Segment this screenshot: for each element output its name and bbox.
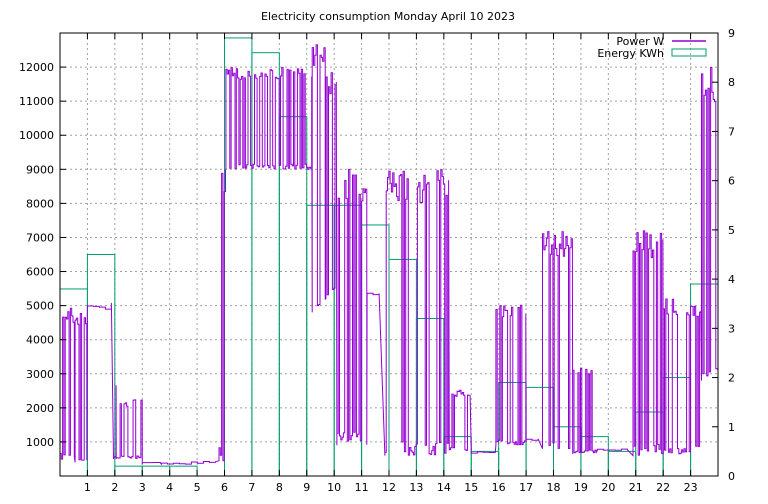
y-right-tick-label: 1 [728,421,735,434]
x-tick-label: 18 [547,481,561,494]
y-left-tick-label: 7000 [26,231,54,244]
power-series [59,44,718,466]
x-tick-label: 23 [684,481,698,494]
energy-bar [86,254,116,477]
x-tick-label: 2 [111,481,118,494]
energy-bar [278,116,308,477]
x-tick-label: 6 [221,481,228,494]
x-tick-label: 22 [656,481,670,494]
energy-bar [580,436,609,477]
y-left-tick-label: 4000 [26,334,54,347]
y-left-tick-label: 8000 [26,197,54,210]
x-tick-label: 1 [84,481,91,494]
y-right-tick-label: 7 [728,125,735,138]
y-right-tick-label: 0 [728,470,735,483]
x-tick-label: 19 [574,481,588,494]
energy-bar [141,465,171,477]
y-right-tick-label: 6 [728,175,735,188]
x-tick-label: 20 [601,481,615,494]
y-left-tick-label: 9000 [26,163,54,176]
x-tick-label: 21 [629,481,643,494]
x-tick-label: 3 [139,481,146,494]
x-tick-label: 5 [194,481,201,494]
legend-label-power: Power W [616,35,664,48]
y-left-tick-label: 2000 [26,402,54,415]
y-right-tick-label: 9 [728,27,735,40]
x-tick-label: 16 [492,481,506,494]
y-left-tick-label: 5000 [26,300,54,313]
energy-bar [169,465,198,477]
y-left-tick-label: 11000 [19,95,54,108]
energy-bar [361,224,390,477]
x-tick-label: 7 [248,481,255,494]
energy-bar [114,465,143,477]
legend-label-energy: Energy KWh [597,47,664,60]
x-tick-label: 17 [519,481,533,494]
x-tick-label: 12 [382,481,396,494]
chart-title: Electricity consumption Monday April 10 … [261,10,515,23]
x-tick-label: 14 [437,481,451,494]
energy-bar [607,450,637,477]
tick-layer: 1 2 3 4 5 6 7 8 9 10 11 12 13 14 15 16 17 18 19 20 21 22 23100… [19,27,735,494]
y-right-tick-label: 5 [728,224,735,237]
y-left-tick-label: 3000 [26,368,54,381]
y-right-tick-label: 2 [728,372,735,385]
x-tick-label: 4 [166,481,173,494]
power-line [59,44,718,466]
legend-swatch-energy [671,48,707,57]
y-left-tick-label: 6000 [26,266,54,279]
y-left-tick-label: 10000 [19,129,54,142]
x-tick-label: 15 [464,481,478,494]
x-tick-label: 9 [303,481,310,494]
x-tick-label: 10 [327,481,341,494]
y-right-tick-label: 3 [728,322,735,335]
y-left-tick-label: 1000 [26,436,54,449]
x-tick-label: 8 [276,481,283,494]
x-tick-label: 11 [355,481,369,494]
y-left-tick-label: 12000 [19,61,54,74]
x-tick-label: 13 [409,481,423,494]
y-right-tick-label: 8 [728,76,735,89]
energy-bar [470,450,500,477]
y-right-tick-label: 4 [728,273,735,286]
